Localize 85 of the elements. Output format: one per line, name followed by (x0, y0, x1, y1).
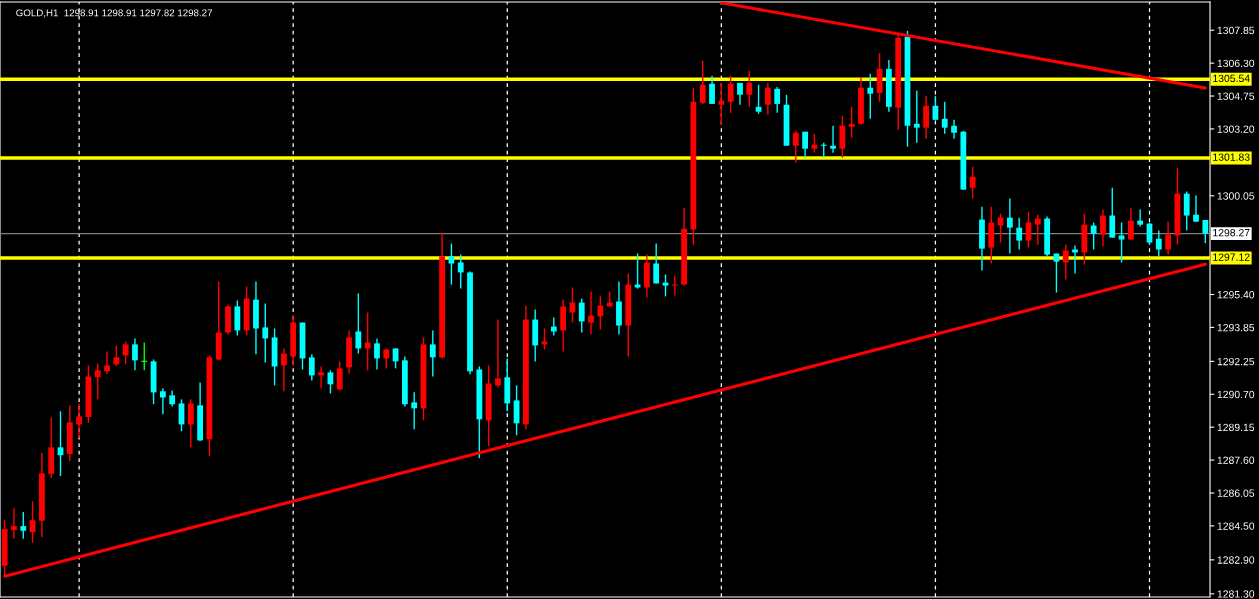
candlestick (802, 131, 808, 159)
candlestick (262, 302, 269, 364)
candlestick (160, 387, 166, 415)
candlestick (867, 73, 874, 120)
candlestick (709, 75, 715, 105)
candlestick (1007, 197, 1013, 255)
candlestick (923, 95, 929, 140)
candlestick (848, 106, 855, 139)
candlestick (616, 280, 622, 336)
y-tick-label: 1284.50 (1217, 522, 1255, 530)
y-tick-label: 1304.75 (1217, 92, 1255, 100)
y-tick-label: 1286.05 (1217, 489, 1255, 497)
candlestick (104, 350, 110, 375)
candlestick (746, 70, 753, 108)
candlestick (839, 115, 846, 159)
candlestick (1090, 221, 1097, 251)
ref-line-label: 1301.83 (1213, 153, 1250, 161)
ref-line-label: 1297.12 (1213, 253, 1250, 261)
candlestick (411, 391, 418, 430)
y-tick-label: 1282.90 (1217, 556, 1255, 564)
candlestick (429, 329, 436, 378)
candlestick (913, 90, 920, 144)
candlestick (1034, 214, 1041, 246)
candlestick (969, 166, 976, 200)
ref-line-label: 1305.54 (1213, 74, 1250, 83)
candlestick (122, 340, 129, 366)
candlestick (383, 347, 390, 370)
candlestick (765, 82, 771, 116)
y-tick-label: 1287.60 (1217, 456, 1255, 464)
y-tick-label: 1303.20 (1217, 125, 1255, 133)
y-tick-label: 1295.40 (1217, 291, 1255, 299)
y-tick-label: 1281.30 (1217, 590, 1255, 598)
candlestick (792, 130, 799, 164)
candlestick (774, 86, 781, 114)
candlestick (495, 318, 501, 388)
y-tick-label: 1293.85 (1217, 323, 1255, 332)
candlestick (308, 353, 315, 382)
candlestick (671, 274, 678, 297)
candlestick (1109, 187, 1116, 239)
candlestick (941, 101, 948, 135)
candlestick (653, 242, 660, 285)
candlestick (830, 125, 836, 154)
candlestick (1100, 208, 1106, 248)
candlestick (951, 119, 957, 140)
y-tick-label: 1306.30 (1217, 59, 1255, 68)
candlestick (588, 290, 594, 336)
candlestick (1137, 208, 1144, 228)
candlestick (448, 242, 455, 286)
candlestick (1202, 219, 1209, 244)
candlestick (1165, 221, 1171, 256)
candlestick (94, 362, 101, 400)
candlestick (578, 297, 585, 334)
candlestick (1062, 243, 1069, 281)
candlestick (187, 398, 194, 449)
candlestick (132, 337, 138, 371)
text: GOLD,H1 1298.91 1298.91 1297.82 1298.27 (16, 9, 212, 18)
candlestick (76, 402, 82, 439)
y-tick-label: 1307.85 (1217, 26, 1255, 35)
candlestick (1128, 206, 1134, 241)
candlestick (1183, 190, 1190, 232)
candlestick (1118, 221, 1125, 264)
candlestick (318, 365, 324, 390)
candlestick (597, 294, 604, 331)
y-tick-label: 1289.15 (1217, 423, 1255, 432)
candlestick (727, 75, 734, 114)
candlestick (1193, 194, 1199, 223)
candlestick (718, 82, 725, 126)
candlestick (20, 511, 27, 540)
candlestick (699, 60, 706, 105)
candlestick (364, 311, 371, 371)
candlestick (560, 298, 566, 353)
candlestick (113, 344, 120, 367)
candlestick (281, 347, 287, 393)
candlestick (355, 292, 362, 355)
y-tick-label: 1300.05 (1217, 192, 1255, 200)
candlestick (457, 253, 464, 290)
candlestick (1155, 229, 1162, 258)
candlestick (11, 507, 17, 540)
candlestick (336, 360, 343, 392)
candlestick (234, 299, 241, 337)
y-tick-label: 1290.70 (1217, 390, 1255, 399)
y-tick-label: 1292.25 (1217, 357, 1255, 366)
candlestick (374, 337, 380, 371)
candlestick (1016, 216, 1023, 251)
ref-line-label: 1298.27 (1213, 229, 1250, 237)
